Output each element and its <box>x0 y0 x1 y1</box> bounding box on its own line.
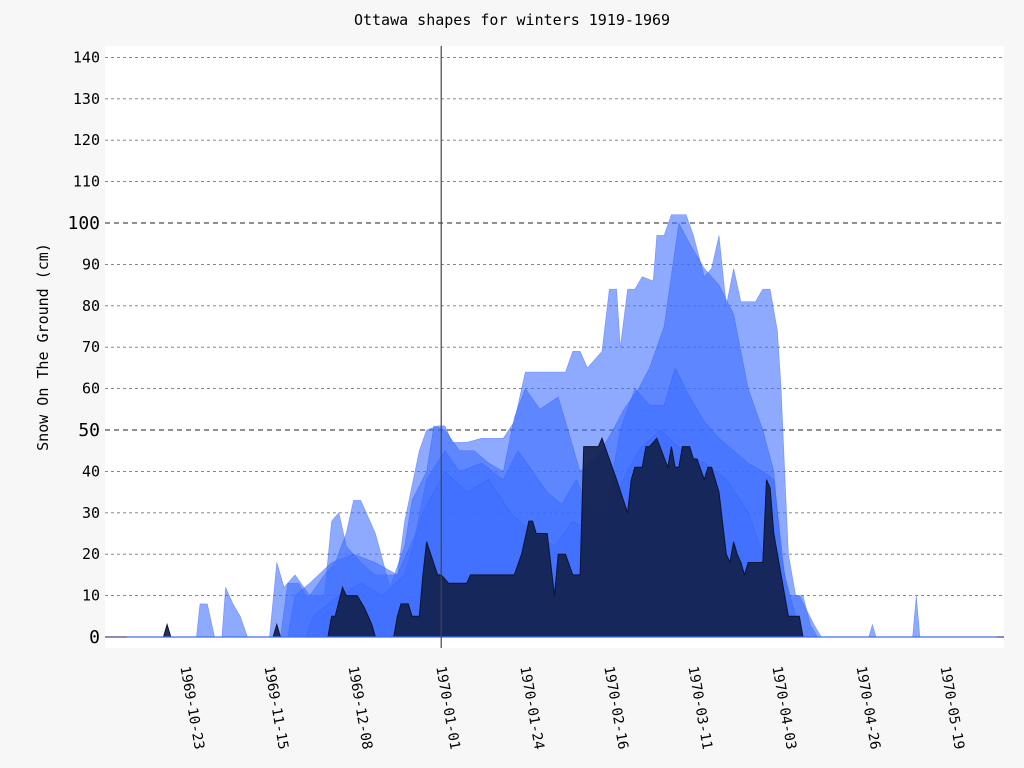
y-tick-label: 40 <box>82 462 100 480</box>
y-tick-label: 80 <box>82 297 100 315</box>
y-tick-label: 20 <box>82 545 100 563</box>
x-tick-label: 1970-04-03 <box>768 665 798 751</box>
y-tick-label: 90 <box>82 255 100 273</box>
x-tick-label: 1969-11-15 <box>261 665 291 751</box>
x-tick-label: 1970-02-16 <box>600 665 630 751</box>
x-tick-label: 1969-10-23 <box>176 665 206 751</box>
y-tick-label: 30 <box>82 504 100 522</box>
highlight-winter-area <box>126 436 997 638</box>
y-tick-label: 70 <box>82 338 100 356</box>
winter-areas <box>105 214 1004 638</box>
y-tick-label: 10 <box>82 587 100 605</box>
y-tick-label: 0 <box>89 627 100 648</box>
x-tick-label: 1970-01-01 <box>432 665 462 751</box>
x-axis-ticks: 1969-10-23 1969-11-15 1969-12-08 1970-01-01… <box>176 665 966 751</box>
y-tick-label: 100 <box>67 213 100 234</box>
gridlines <box>105 56 1004 597</box>
y-tick-label: 50 <box>78 420 100 441</box>
x-tick-label: 1970-05-19 <box>937 665 967 751</box>
y-tick-label: 130 <box>73 90 100 108</box>
x-tick-label: 1970-01-24 <box>516 665 546 751</box>
x-tick-label: 1970-03-11 <box>684 665 714 751</box>
y-tick-label: 140 <box>73 48 100 66</box>
y-tick-label: 60 <box>82 380 100 398</box>
y-tick-label: 120 <box>73 131 100 149</box>
y-tick-label: 110 <box>73 173 100 191</box>
chart-title: Ottawa shapes for winters 1919-1969 <box>354 11 670 29</box>
y-axis-ticks: 0 10 20 30 40 50 60 70 80 90 100 110 120 130 140 <box>67 48 100 648</box>
y-axis-label: Snow On The Ground (cm) <box>34 243 52 451</box>
x-tick-label: 1969-12-08 <box>345 665 375 751</box>
x-tick-label: 1970-04-26 <box>853 665 883 751</box>
